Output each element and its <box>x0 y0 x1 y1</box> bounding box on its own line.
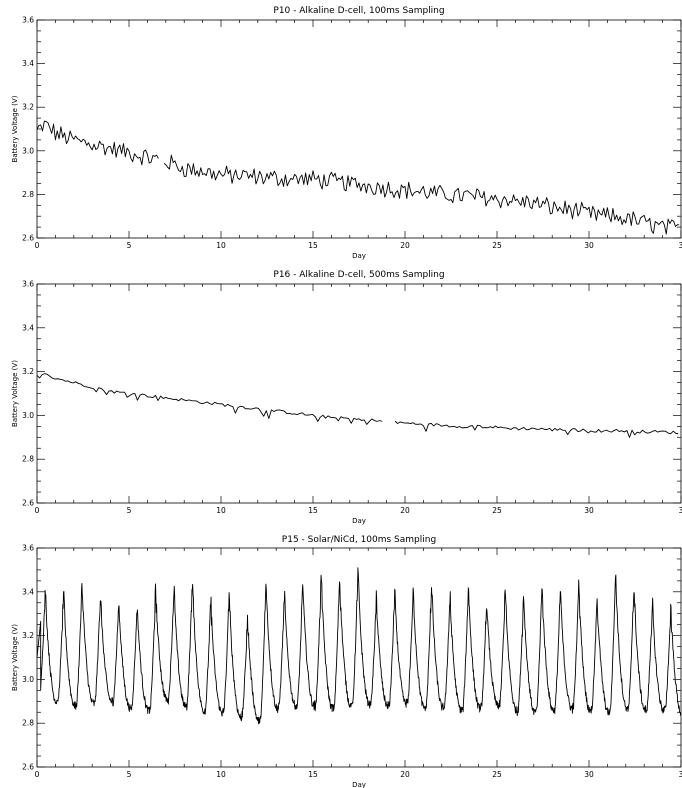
x-axis-label: Day <box>352 252 366 260</box>
chart-title: P16 - Alkaline D-cell, 500ms Sampling <box>273 270 444 280</box>
y-tick-label: 3.4 <box>22 323 34 332</box>
y-axis-label: Battery Voltage (V) <box>11 95 19 162</box>
y-tick-label: 3.4 <box>22 59 34 68</box>
plot-frame <box>36 19 682 239</box>
x-tick-label: 5 <box>127 506 132 515</box>
y-tick-label: 3.2 <box>22 367 34 376</box>
x-tick-label: 25 <box>492 770 502 779</box>
x-tick-label: 20 <box>400 770 410 779</box>
series-line-1 <box>36 567 682 725</box>
y-tick-label: 2.6 <box>22 499 34 508</box>
x-tick-label: 10 <box>216 241 226 250</box>
x-tick-label: 0 <box>35 770 40 779</box>
x-tick-label: 30 <box>584 506 594 515</box>
x-tick-label: 3 <box>679 241 682 250</box>
x-tick-label: 5 <box>127 770 132 779</box>
x-tick-label: 10 <box>216 770 226 779</box>
y-tick-label: 2.8 <box>22 455 34 464</box>
x-tick-label: 30 <box>584 770 594 779</box>
y-tick-label: 3.0 <box>22 146 34 155</box>
y-tick-label: 3.0 <box>22 675 34 684</box>
y-tick-label: 2.6 <box>22 234 34 243</box>
chart-title: P10 - Alkaline D-cell, 100ms Sampling <box>273 6 444 16</box>
x-axis-label: Day <box>352 781 366 788</box>
chart-title: P15 - Solar/NiCd, 100ms Sampling <box>282 535 436 545</box>
x-tick-label: 5 <box>127 241 132 250</box>
chart-panel-3: P15 - Solar/NiCd, 100ms Sampling 0 5 10 15 20… <box>11 535 682 788</box>
y-tick-label: 2.8 <box>22 719 34 728</box>
x-tick-label: 3 <box>679 770 682 779</box>
series-line-1 <box>36 373 679 438</box>
y-tick-label: 3.2 <box>22 631 34 640</box>
y-tick-label: 3.6 <box>22 16 34 25</box>
x-tick-label: 20 <box>400 506 410 515</box>
x-tick-label: 3 <box>679 506 682 515</box>
x-tick-label: 30 <box>584 241 594 250</box>
y-tick-label: 3.6 <box>22 280 34 289</box>
x-tick-label: 0 <box>35 506 40 515</box>
chart-panel-2: P16 - Alkaline D-cell, 500ms Sampling 0 5 1… <box>11 270 682 525</box>
x-tick-label: 25 <box>492 506 502 515</box>
y-axis-label: Battery Voltage (V) <box>11 624 19 691</box>
y-tick-label: 2.6 <box>22 763 34 772</box>
y-axis-label: Battery Voltage (V) <box>11 360 19 427</box>
x-tick-label: 15 <box>308 506 318 515</box>
x-axis-label: Day <box>352 517 366 525</box>
x-tick-label: 25 <box>492 241 502 250</box>
x-tick-label: 10 <box>216 506 226 515</box>
y-tick-label: 3.2 <box>22 103 34 112</box>
x-tick-label: 20 <box>400 241 410 250</box>
x-tick-label: 15 <box>308 241 318 250</box>
y-tick-label: 3.4 <box>22 587 34 596</box>
y-tick-label: 2.8 <box>22 190 34 199</box>
x-tick-label: 0 <box>35 241 40 250</box>
y-tick-label: 3.0 <box>22 411 34 420</box>
x-tick-label: 15 <box>308 770 318 779</box>
chart-panel-1: P10 - Alkaline D-cell, 100ms Sampling 0 5 1… <box>11 6 682 260</box>
y-tick-label: 3.6 <box>22 544 34 553</box>
series-line-1 <box>36 120 680 235</box>
